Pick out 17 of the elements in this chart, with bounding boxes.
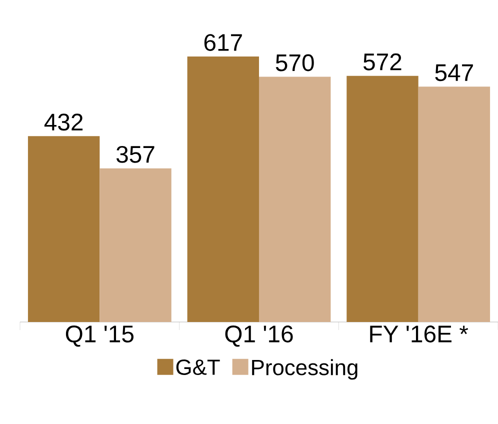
legend-label: Processing xyxy=(252,359,358,380)
bar xyxy=(346,76,418,322)
x-tick-label: Q1 '15 xyxy=(66,326,134,347)
bar xyxy=(28,136,100,322)
data-label: 617 xyxy=(204,34,242,51)
data-label: 570 xyxy=(276,54,314,72)
data-label: 357 xyxy=(116,146,154,163)
bar xyxy=(187,56,260,322)
legend-label: G&T xyxy=(176,359,220,375)
x-tick-label: FY '16E * xyxy=(370,326,468,342)
bar xyxy=(418,86,490,322)
bar xyxy=(259,76,331,322)
data-label: 572 xyxy=(363,53,402,70)
bar xyxy=(100,168,172,322)
data-label: 547 xyxy=(435,64,473,82)
x-tick-label: Q1 '16 xyxy=(225,326,293,347)
data-label: 432 xyxy=(44,114,83,131)
